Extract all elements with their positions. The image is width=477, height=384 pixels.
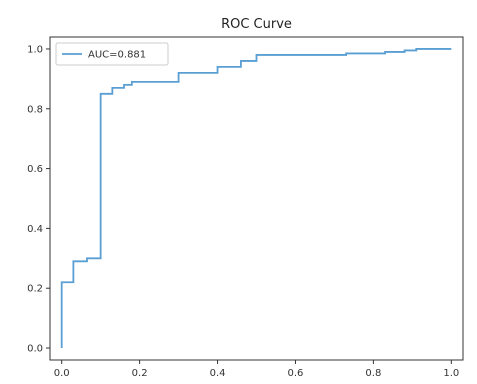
legend-box: [55, 42, 169, 66]
y-tick-label: 0.0: [27, 344, 43, 355]
legend: AUC=0.881: [55, 42, 169, 66]
legend-label: AUC=0.881: [88, 50, 146, 61]
y-tick-label: 1.0: [27, 44, 43, 55]
roc-curve-line: [60, 48, 452, 349]
x-tick-label: 0.8: [365, 368, 381, 379]
plot-area: 0.0 0.2 0.4 0.6 0.8 1.0 0.0 0.2 0.4 0.6 0.8 1.0 AUC=…: [27, 36, 464, 379]
y-tick-label: 0.2: [27, 284, 43, 295]
x-tick-label: 0.6: [288, 368, 304, 379]
x-tick-label: 0.2: [132, 368, 148, 379]
x-tick-label: 0.0: [54, 368, 70, 379]
x-tick-label: 1.0: [443, 368, 459, 379]
y-tick-label: 0.4: [27, 224, 43, 235]
x-tick-label: 0.4: [210, 368, 226, 379]
y-tick-label: 0.6: [27, 164, 43, 175]
chart-title: ROC Curve: [221, 17, 292, 32]
plot-frame: [49, 36, 464, 361]
y-tick-label: 0.8: [27, 104, 43, 115]
